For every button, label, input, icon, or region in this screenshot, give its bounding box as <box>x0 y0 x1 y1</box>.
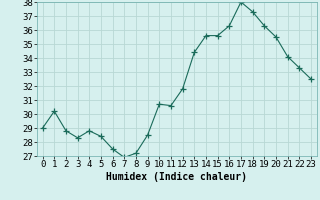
X-axis label: Humidex (Indice chaleur): Humidex (Indice chaleur) <box>106 172 247 182</box>
